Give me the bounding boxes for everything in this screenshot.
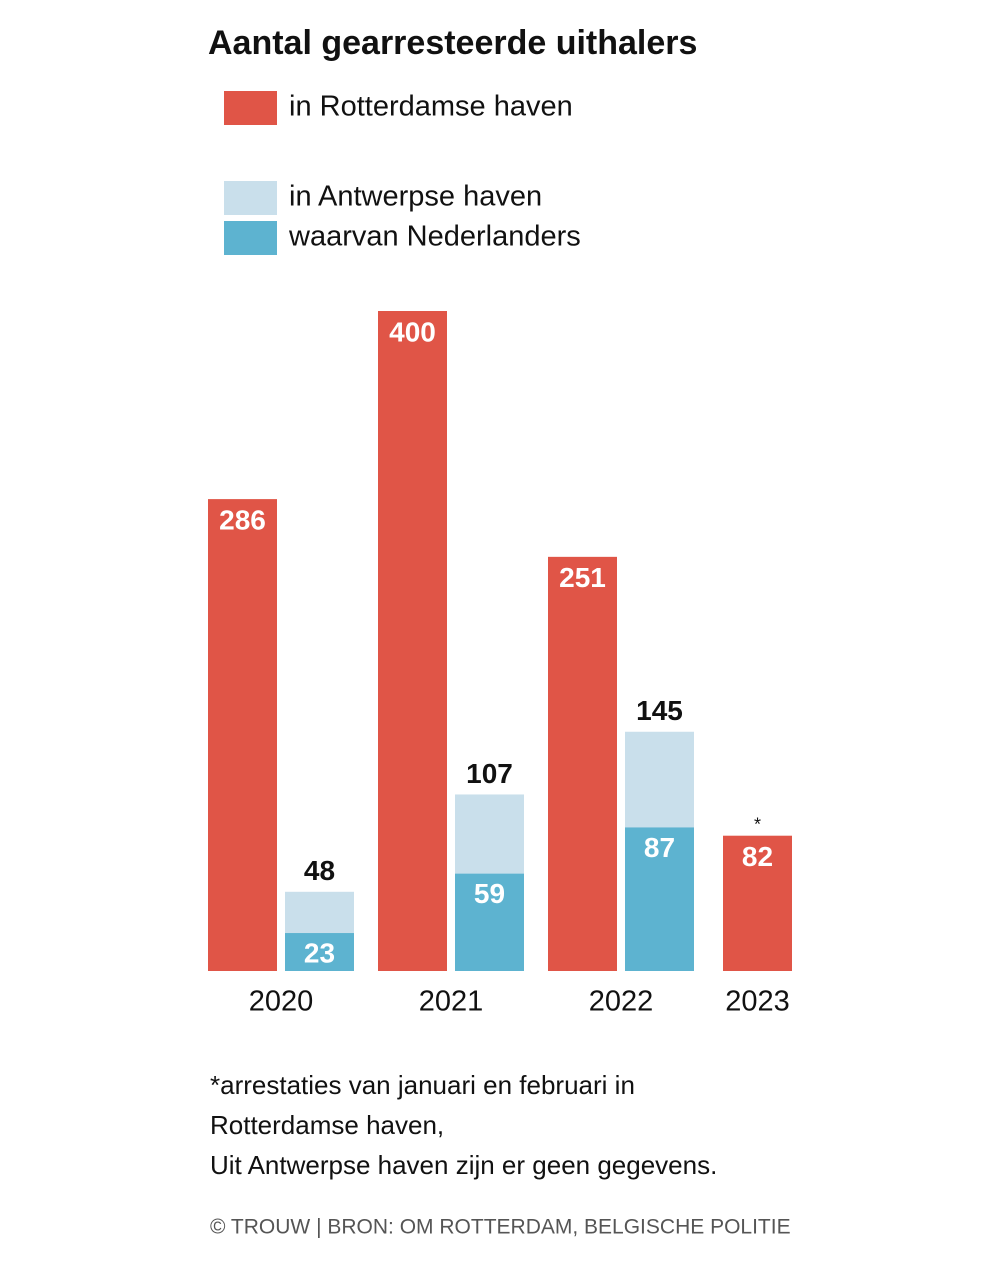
legend-label: waarvan Nederlanders bbox=[288, 221, 581, 253]
legend-label: in Antwerpse haven bbox=[289, 181, 542, 213]
value-label: 400 bbox=[389, 316, 436, 347]
legend-swatch bbox=[224, 91, 277, 125]
chart-title: Aantal gearresteerde uithalers bbox=[208, 24, 697, 62]
footnote: Uit Antwerpse haven zijn er geen gegeven… bbox=[210, 1150, 717, 1180]
value-label: 251 bbox=[559, 562, 606, 593]
legend-swatch bbox=[224, 221, 277, 255]
value-label: 23 bbox=[304, 937, 335, 968]
x-tick-label: 2023 bbox=[725, 986, 790, 1018]
bar bbox=[723, 835, 792, 971]
value-label: 107 bbox=[466, 758, 513, 789]
x-tick-label: 2022 bbox=[589, 986, 654, 1018]
value-label: 87 bbox=[644, 832, 675, 863]
bar bbox=[285, 933, 354, 971]
value-label: 48 bbox=[304, 855, 335, 886]
legend-label: in Rotterdamse haven bbox=[289, 91, 573, 123]
bar bbox=[455, 873, 524, 971]
footnote: Rotterdamse haven, bbox=[210, 1110, 444, 1140]
bar bbox=[208, 499, 277, 971]
x-tick-label: 2021 bbox=[419, 986, 484, 1018]
source: © TROUW | BRON: OM ROTTERDAM, BELGISCHE … bbox=[210, 1216, 791, 1239]
value-label: 59 bbox=[474, 878, 505, 909]
x-tick-label: 2020 bbox=[249, 986, 314, 1018]
annotation: * bbox=[754, 814, 761, 834]
bar bbox=[548, 556, 617, 971]
legend-swatch bbox=[224, 181, 277, 215]
value-label: 286 bbox=[219, 504, 266, 535]
bar bbox=[625, 827, 694, 971]
value-label: 145 bbox=[636, 695, 683, 726]
value-label: 82 bbox=[742, 841, 773, 872]
footnote: *arrestaties van januari en februari in bbox=[210, 1070, 635, 1100]
bar bbox=[378, 311, 447, 971]
